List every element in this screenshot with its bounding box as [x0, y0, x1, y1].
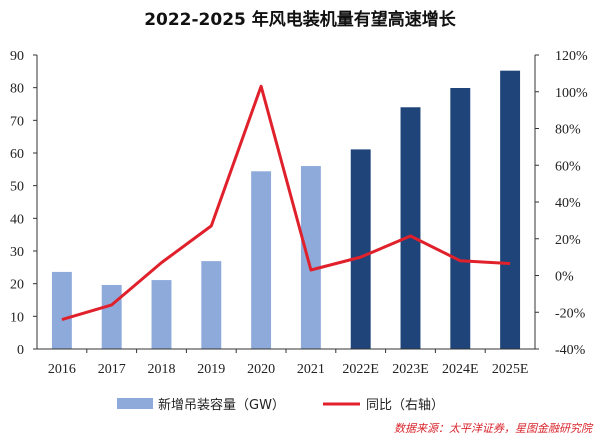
left-tick-label: 90 — [10, 49, 24, 64]
bar-2025E — [500, 70, 521, 350]
left-tick-label: 40 — [10, 212, 24, 227]
left-tick-label: 70 — [10, 114, 24, 129]
x-tick-label: 2019 — [197, 362, 225, 377]
right-tick-label: 60% — [555, 159, 581, 174]
bar-2021 — [300, 166, 321, 349]
right-tick-label: -20% — [555, 306, 586, 321]
x-tick-label: 2020 — [247, 362, 275, 377]
left-tick-label: 60 — [10, 147, 24, 162]
chart-title: 2022-2025 年风电装机量有望高速增长 — [144, 10, 456, 30]
legend-bar-label: 新增吊装容量（GW） — [158, 397, 285, 413]
x-tick-label: 2021 — [297, 362, 325, 377]
bar-2020 — [251, 171, 272, 349]
legend-line-label: 同比（右轴） — [366, 398, 444, 413]
x-tick-label: 2018 — [148, 362, 176, 377]
left-tick-label: 80 — [10, 82, 24, 97]
bar-2017 — [101, 284, 122, 349]
right-tick-label: 80% — [555, 123, 581, 138]
bar-2024E — [450, 87, 471, 349]
right-tick-label: 40% — [555, 196, 581, 211]
left-tick-label: 30 — [10, 245, 24, 260]
x-tick-label: 2017 — [98, 362, 126, 377]
left-tick-label: 10 — [10, 310, 24, 325]
yoy-line — [61, 84, 511, 322]
right-tick-label: 100% — [555, 86, 588, 101]
bar-2022E — [350, 149, 371, 349]
right-tick-label: 120% — [555, 49, 588, 64]
right-tick-label: -40% — [555, 343, 586, 358]
bar-2023E — [400, 107, 421, 350]
bar-2019 — [201, 261, 222, 349]
legend-bar-swatch — [117, 398, 153, 409]
left-tick-label: 20 — [10, 278, 24, 293]
x-tick-label: 2016 — [48, 362, 76, 377]
left-tick-label: 50 — [10, 180, 24, 195]
source-note: 数据来源：太平洋证券，星图金融研究院 — [394, 422, 594, 435]
bar-2018 — [151, 280, 172, 349]
right-tick-label: 20% — [555, 233, 581, 248]
x-tick-label: 2022E — [342, 362, 379, 377]
bar-2016 — [51, 271, 72, 349]
x-tick-label: 2024E — [442, 362, 479, 377]
x-tick-label: 2025E — [492, 362, 529, 377]
left-tick-label: 0 — [17, 343, 24, 358]
right-tick-label: 0% — [555, 270, 574, 285]
x-tick-label: 2023E — [392, 362, 429, 377]
